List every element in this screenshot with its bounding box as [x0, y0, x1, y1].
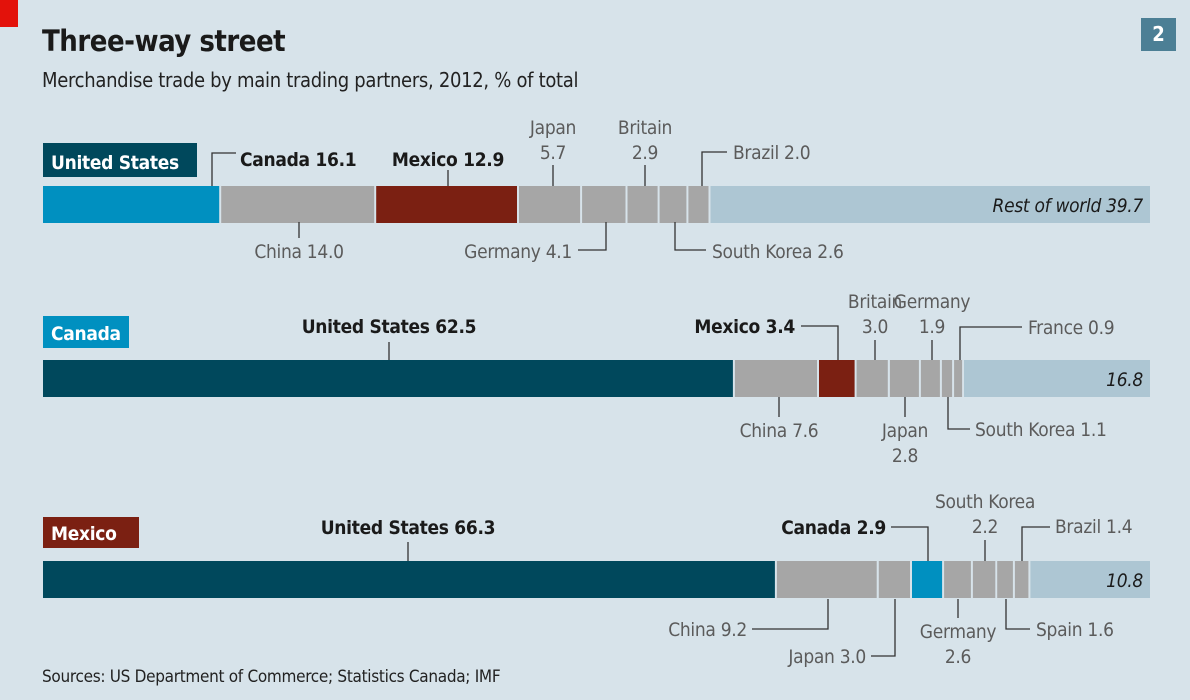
country-label-canada: Canada — [51, 323, 121, 345]
data-label-name-south-korea: South Korea — [935, 491, 1035, 513]
economist-flag — [0, 0, 18, 27]
country-label-mexico: Mexico — [51, 523, 117, 545]
data-label-value-britain: 2.9 — [632, 142, 658, 164]
data-label-value-japan: 2.8 — [892, 445, 918, 467]
data-label-rest-of-world: Rest of world 39.7 — [993, 195, 1144, 217]
data-label-canada: Canada 2.9 — [781, 517, 886, 539]
data-label-south-korea: South Korea 2.6 — [712, 241, 844, 263]
bar-segment-united-states — [43, 561, 775, 598]
data-label-name-japan: Japan — [881, 420, 928, 442]
bar-segment-spain — [997, 561, 1013, 598]
bar-segment-germany — [944, 561, 971, 598]
bar-segment-mexico — [819, 360, 855, 397]
bar-segment-japan — [889, 360, 919, 397]
data-label-rest-of-world: 16.8 — [1106, 369, 1143, 391]
data-label-china: China 14.0 — [254, 241, 343, 263]
data-label-name-japan: Japan — [529, 117, 576, 139]
leader-line-spain — [1005, 599, 1030, 630]
bar-segment-germany — [920, 360, 940, 397]
data-label-united-states: United States 62.5 — [302, 316, 477, 338]
bar-segment-japan — [519, 186, 581, 223]
bar-segment-rest-of-world — [964, 360, 1150, 397]
leader-line-brazil — [1021, 526, 1050, 561]
bar-segment-canada — [43, 186, 220, 223]
leader-line-france — [959, 326, 1022, 360]
bar-segment-china — [221, 186, 375, 223]
bar-segment-united-states — [43, 360, 733, 397]
bar-segment-china — [734, 360, 817, 397]
bar-segment-china — [776, 561, 877, 598]
leader-line-brazil — [701, 151, 727, 186]
bar-segment-rest-of-world — [710, 186, 1150, 223]
data-label-value-south-korea: 2.2 — [972, 516, 998, 538]
data-label-canada: Canada 16.1 — [240, 149, 356, 171]
chart-title: Three-way street — [42, 24, 286, 58]
data-label-name-germany: Germany — [894, 291, 971, 313]
bar-segment-britain — [627, 186, 658, 223]
leader-line-canada — [891, 526, 929, 561]
bar-segment-japan — [878, 561, 910, 598]
leader-line-japan — [871, 599, 896, 657]
bar-segment-rest-of-world — [1030, 561, 1150, 598]
data-label-value-britain: 3.0 — [862, 316, 888, 338]
data-label-brazil: Brazil 2.0 — [733, 142, 810, 164]
data-label-germany: Germany 4.1 — [464, 241, 572, 263]
data-label-mexico: Mexico 12.9 — [392, 149, 504, 171]
data-label-brazil: Brazil 1.4 — [1055, 516, 1132, 538]
bar-segment-south-korea — [972, 561, 996, 598]
bar-segment-canada — [912, 561, 943, 598]
data-label-united-states: United States 66.3 — [321, 517, 496, 539]
data-label-china: China 9.2 — [668, 619, 747, 641]
data-label-value-germany: 1.9 — [919, 316, 945, 338]
bar-segment-france — [954, 360, 963, 397]
leader-line-south-korea — [947, 397, 970, 430]
data-label-rest-of-world: 10.8 — [1106, 570, 1143, 592]
data-label-japan: Japan 3.0 — [787, 646, 866, 668]
data-label-name-britain: Britain — [618, 117, 672, 139]
data-label-france: France 0.9 — [1028, 317, 1114, 339]
country-label-box-united-states — [43, 143, 197, 177]
leader-line-south-korea — [674, 222, 706, 251]
bar-segment-britain — [856, 360, 888, 397]
bar-segment-south-korea — [941, 360, 953, 397]
data-label-value-japan: 5.7 — [540, 142, 566, 164]
bar-segment-germany — [582, 186, 626, 223]
data-label-name-britain: Britain — [848, 291, 902, 313]
leader-line-mexico — [801, 325, 839, 360]
chart-subtitle: Merchandise trade by main trading partne… — [42, 68, 579, 92]
bar-segment-south-korea — [659, 186, 687, 223]
data-label-name-germany: Germany — [920, 621, 997, 643]
country-label-box-mexico — [43, 517, 139, 548]
data-label-china: China 7.6 — [740, 420, 819, 442]
leader-line-canada — [211, 152, 236, 186]
data-label-spain: Spain 1.6 — [1036, 619, 1114, 641]
country-label-united-states: United States — [51, 152, 179, 174]
bar-segment-brazil — [1014, 561, 1029, 598]
country-label-box-canada — [43, 316, 129, 348]
bar-segment-brazil — [688, 186, 709, 223]
leader-line-china — [752, 599, 829, 630]
source-note: Sources: US Department of Commerce; Stat… — [42, 667, 501, 687]
bar-segment-mexico — [376, 186, 517, 223]
data-label-south-korea: South Korea 1.1 — [975, 419, 1107, 441]
chart-number-badge: 2 — [1141, 18, 1176, 51]
leader-line-germany — [578, 222, 607, 251]
data-label-value-germany: 2.6 — [945, 646, 971, 668]
data-label-mexico: Mexico 3.4 — [694, 316, 795, 338]
